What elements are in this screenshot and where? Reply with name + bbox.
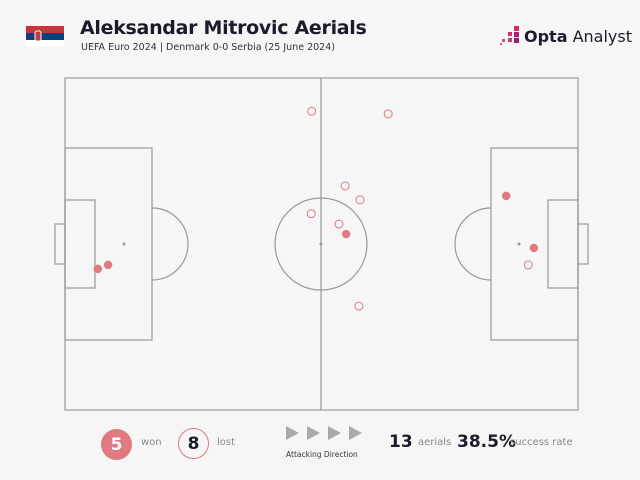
lost-count-badge: 8 [178,428,209,459]
opta-logo-icon [500,26,519,45]
aerial-won-point [103,260,113,270]
lost-label: lost [217,437,236,448]
won-count-badge: 5 [101,429,132,460]
center-circle [274,197,368,291]
aerial-won-point [501,191,511,201]
success-rate: 38.5% [457,432,516,452]
aerial-won-point [529,243,539,253]
right-six-yard-box [547,199,579,289]
aerial-lost-point [340,181,350,191]
aerial-lost-point [383,109,393,119]
attacking-direction-arrows-icon [286,426,362,440]
subtitle: UEFA Euro 2024 | Denmark 0-0 Serbia (25 … [81,42,335,53]
aerial-won-point [93,264,103,274]
aerials-count: 13 [389,432,413,452]
aerial-lost-point [523,260,533,270]
aerial-lost-point [334,219,344,229]
aerial-lost-point [307,106,317,116]
aerial-won-point [341,229,351,239]
success-rate-label: success rate [510,437,573,448]
left-six-yard-box [64,199,96,289]
left-penalty-box [64,147,153,341]
serbia-flag-icon [26,26,64,47]
won-label: won [141,437,162,448]
left-goal [54,223,66,265]
attacking-direction-label: Attacking Direction [286,450,358,459]
left-arc [151,207,189,281]
aerial-lost-point [355,195,365,205]
right-goal [577,223,589,265]
page-title: Aleksandar Mitrovic Aerials [80,17,367,39]
aerials-label: aerials [418,437,452,448]
right-arc [454,207,492,281]
brand-name: Opta Analyst [524,27,633,46]
pitch [54,77,589,411]
aerial-lost-point [306,209,316,219]
aerial-lost-point [354,301,364,311]
